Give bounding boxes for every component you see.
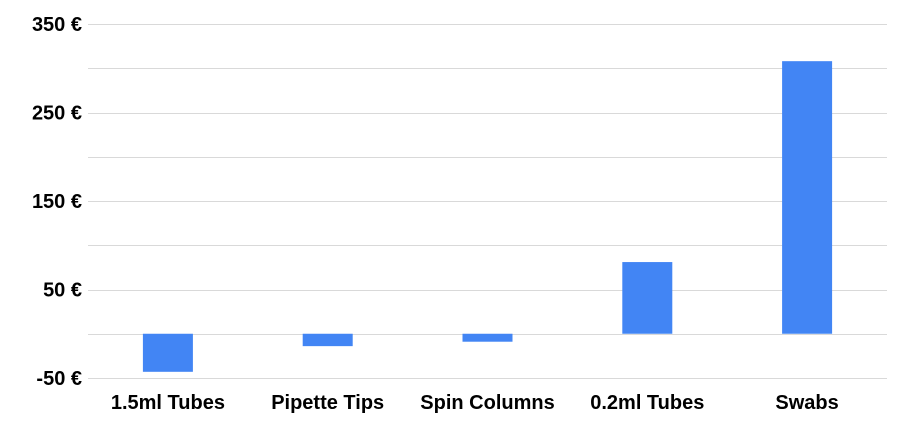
bar-spin-columns <box>462 333 513 342</box>
y-tick-label: 150 € <box>32 191 82 213</box>
x-axis-tick-labels: 1.5ml Tubes Pipette Tips Spin Columns 0.2ml… <box>111 392 839 414</box>
y-axis-tick-labels: -50 € 50 € 150 € 250 € 350 € <box>32 14 82 390</box>
bar-1-5ml-tubes <box>142 333 193 372</box>
y-tick-label: 50 € <box>43 280 82 302</box>
bar-swabs <box>782 61 833 334</box>
bar-0-2ml-tubes <box>622 262 673 334</box>
gridlines <box>88 24 887 379</box>
x-tick-label: 1.5ml Tubes <box>111 392 225 414</box>
y-tick-label: 250 € <box>32 103 82 125</box>
y-tick-label: 350 € <box>32 14 82 36</box>
x-tick-label: Swabs <box>775 392 838 414</box>
bars <box>142 61 833 372</box>
x-tick-label: Pipette Tips <box>271 392 384 414</box>
x-tick-label: 0.2ml Tubes <box>590 392 704 414</box>
y-tick-label: -50 € <box>36 368 82 390</box>
bar-pipette-tips <box>302 333 353 347</box>
x-tick-label: Spin Columns <box>420 392 554 414</box>
